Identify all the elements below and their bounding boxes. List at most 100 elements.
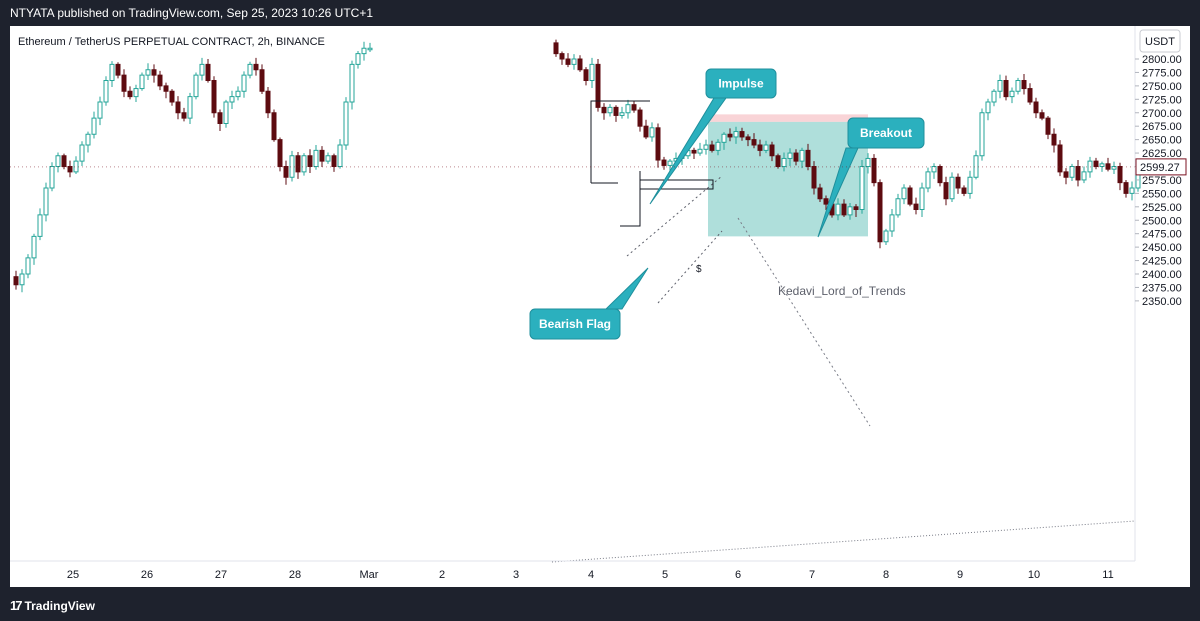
candle-bull xyxy=(649,127,655,138)
candle-bull xyxy=(901,187,907,200)
candle-bear xyxy=(211,80,217,114)
candle-bull xyxy=(979,112,985,157)
candle-bull xyxy=(145,69,151,76)
candle-bear xyxy=(751,139,757,146)
candle-bear xyxy=(271,112,277,141)
candle-bull xyxy=(235,90,241,98)
candle-bear xyxy=(1033,101,1039,114)
candle-bull xyxy=(967,176,973,194)
candle-bear xyxy=(775,155,781,167)
candle-bull xyxy=(589,63,595,81)
price-tick-label: 2525.00 xyxy=(1142,202,1182,214)
candle-bear xyxy=(307,155,313,167)
candle-bull xyxy=(367,47,373,51)
price-tick-label: 2400.00 xyxy=(1142,269,1182,281)
candle-bear xyxy=(727,133,733,138)
candle-bear xyxy=(637,109,643,127)
candle-bear xyxy=(745,136,751,141)
price-tick-label: 2700.00 xyxy=(1142,108,1182,120)
price-tick-label: 2725.00 xyxy=(1142,94,1182,106)
price-chart[interactable]: $ Kedavi_Lord_of_Trends Impulse Breakout Bea… xyxy=(10,26,1190,587)
candle-bear xyxy=(871,157,877,184)
impulse-bracket xyxy=(620,171,641,227)
candle-bear xyxy=(661,159,667,166)
range-bracket-upper xyxy=(590,100,650,183)
candle-bull xyxy=(343,101,349,146)
candle-bear xyxy=(205,63,211,81)
candle-bear xyxy=(907,187,913,205)
candle-bear xyxy=(157,74,163,87)
candle-bear xyxy=(1039,112,1045,119)
candle-bull xyxy=(997,80,1003,92)
time-tick-label: 10 xyxy=(1028,569,1040,581)
price-tick-label: 2550.00 xyxy=(1142,188,1182,200)
candle-bull xyxy=(37,214,43,237)
price-tick-label: 2500.00 xyxy=(1142,215,1182,227)
dollar-marker: $ xyxy=(696,264,702,275)
candle-bear xyxy=(577,58,583,71)
candle-bear xyxy=(631,104,637,111)
candle-bull xyxy=(31,235,37,259)
price-tick-label: 2375.00 xyxy=(1142,282,1182,294)
candle-bull xyxy=(139,74,145,90)
tradingview-logo[interactable]: 17 TradingView xyxy=(10,598,95,613)
candle-bull xyxy=(715,141,721,151)
time-tick-label: 2 xyxy=(439,569,445,581)
candle-bull xyxy=(985,101,991,114)
candle-bear xyxy=(1117,166,1123,184)
candle-bull xyxy=(223,101,229,124)
candle-bull xyxy=(247,63,253,76)
candle-bear xyxy=(793,152,799,162)
symbol-title[interactable]: Ethereum / TetherUS PERPETUAL CONTRACT, … xyxy=(18,36,325,48)
candle-bull xyxy=(187,96,193,119)
time-tick-label: 26 xyxy=(141,569,153,581)
candle-bull xyxy=(733,131,739,138)
candle-bear xyxy=(1021,80,1027,90)
time-tick-label: 9 xyxy=(957,569,963,581)
candle-bull xyxy=(1099,163,1105,167)
price-tick-label: 2350.00 xyxy=(1142,296,1182,308)
candle-bear xyxy=(121,74,127,92)
candle-bear xyxy=(601,106,607,114)
price-tick-label: 2800.00 xyxy=(1142,54,1182,66)
bearish-flag-callout: Bearish Flag xyxy=(529,267,649,340)
impulse-callout-label: Impulse xyxy=(718,77,764,91)
candle-bear xyxy=(805,149,811,167)
candle-bear xyxy=(955,176,961,189)
candle-bear xyxy=(1045,117,1051,135)
candle-bear xyxy=(1027,88,1033,103)
impulse-callout: Impulse xyxy=(649,68,777,205)
candle-bear xyxy=(943,182,949,200)
candle-bull xyxy=(619,112,625,116)
candle-bear xyxy=(163,85,169,92)
candle-bear xyxy=(181,112,187,119)
candle-bear xyxy=(817,187,823,200)
breakout-callout-label: Breakout xyxy=(860,126,912,140)
chart-area[interactable]: $ Kedavi_Lord_of_Trends Impulse Breakout Bea… xyxy=(10,26,1190,587)
currency-box[interactable]: USDT xyxy=(1139,29,1181,53)
time-axis[interactable]: 25 26 27 28 Mar 2 3 4 5 6 7 8 9 10 11 xyxy=(10,560,1135,581)
candle-bear xyxy=(769,144,775,157)
publish-info: NTYATA published on TradingView.com, Sep… xyxy=(10,6,373,20)
flag-channel-upper xyxy=(626,175,723,257)
candle-bear xyxy=(319,149,325,162)
candle-bear xyxy=(823,198,829,205)
candle-bull xyxy=(1081,171,1087,181)
candle-bear xyxy=(655,127,661,161)
price-tick-label: 2450.00 xyxy=(1142,242,1182,254)
candle-bull xyxy=(1015,80,1021,92)
candle-bear xyxy=(295,155,301,173)
candle-bull xyxy=(889,214,895,232)
candle-bull xyxy=(85,133,91,146)
time-tick-label: 8 xyxy=(883,569,889,581)
bearish-flag-callout-box xyxy=(529,308,621,340)
candle-bull xyxy=(199,63,205,76)
candle-bear xyxy=(265,90,271,114)
candle-bear xyxy=(169,90,175,103)
candle-bull xyxy=(91,117,97,135)
candle-bear xyxy=(937,166,943,184)
measured-move-line xyxy=(737,217,871,427)
candle-bull xyxy=(229,96,235,103)
price-tick-label: 2675.00 xyxy=(1142,121,1182,133)
